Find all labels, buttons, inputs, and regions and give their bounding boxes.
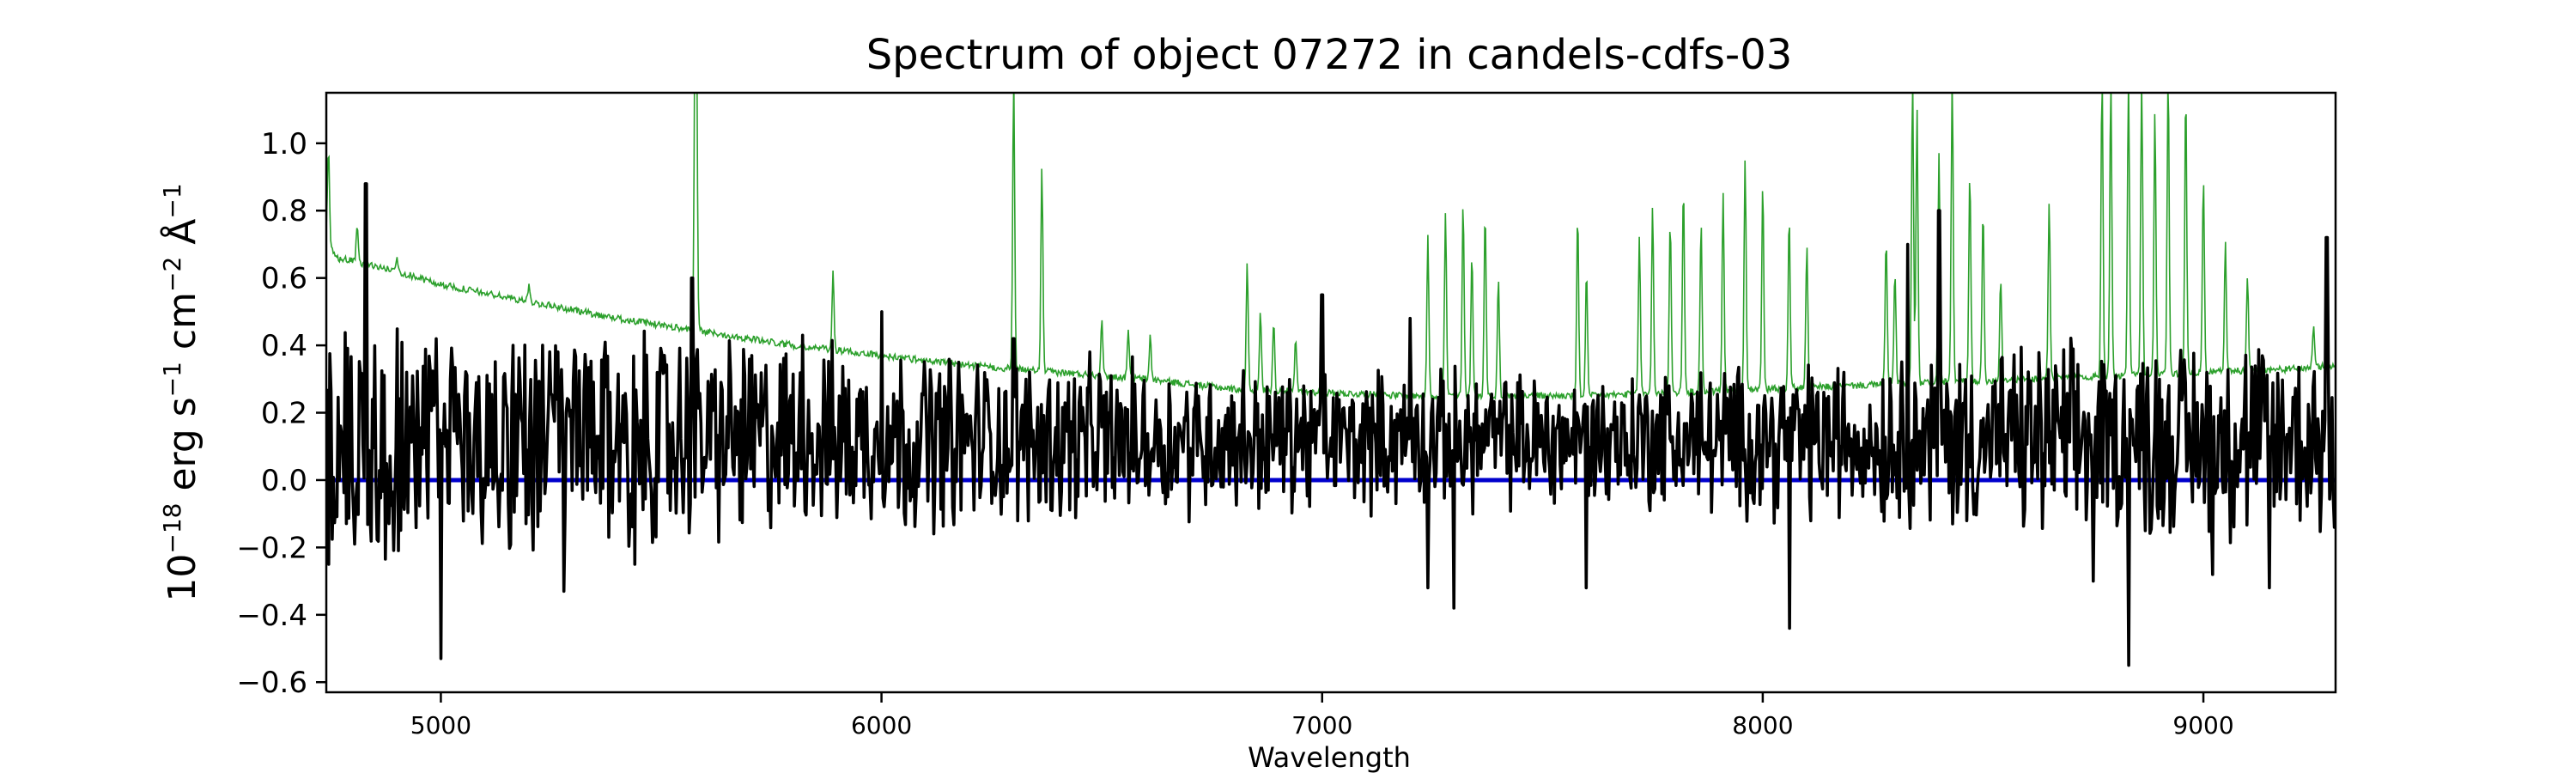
y-tick-label: −0.2 — [236, 531, 307, 565]
y-tick-label: 0.6 — [261, 262, 307, 296]
y-tick-label: −0.6 — [236, 666, 307, 700]
x-tick-label: 7000 — [1291, 711, 1352, 740]
y-label-unit-3: Å — [159, 219, 204, 257]
y-label-exp-3: −2 — [158, 257, 186, 292]
x-tick-label: 5000 — [410, 711, 471, 740]
y-tick-label: 0.4 — [261, 329, 307, 363]
y-label-exp-4: −1 — [158, 183, 186, 218]
x-tick-label: 9000 — [2172, 711, 2233, 740]
y-label-base: 10 — [161, 554, 204, 602]
y-label-unit-1: erg s — [161, 397, 204, 502]
plot-area — [325, 91, 2337, 694]
x-axis: 5000 6000 7000 8000 9000 — [410, 692, 2234, 740]
y-tick-label: 0.2 — [261, 397, 307, 431]
y-label-exp-2: −1 — [158, 362, 186, 397]
error-spectrum-line — [326, 93, 2336, 401]
y-label-unit-2: cm — [161, 292, 204, 362]
y-axis: −0.6 −0.4 −0.2 0.0 0.2 0.4 0.6 0.8 1.0 — [236, 127, 326, 700]
y-tick-label: −0.4 — [236, 599, 307, 633]
flux-spectrum-line — [326, 182, 2336, 667]
y-tick-label: 0.8 — [261, 194, 307, 228]
x-axis-label: Wavelength — [1248, 741, 1411, 773]
y-label-exp-1: −18 — [158, 503, 186, 554]
x-tick-label: 8000 — [1732, 711, 1793, 740]
y-axis-label: 10−18 erg s−1 cm−2 Å−1 — [158, 183, 204, 601]
y-tick-label: 1.0 — [261, 127, 307, 161]
chart-title: Spectrum of object 07272 in candels-cdfs… — [866, 31, 1793, 79]
plot-frame — [325, 91, 2337, 694]
y-tick-label: 0.0 — [261, 464, 307, 498]
x-tick-label: 6000 — [851, 711, 912, 740]
